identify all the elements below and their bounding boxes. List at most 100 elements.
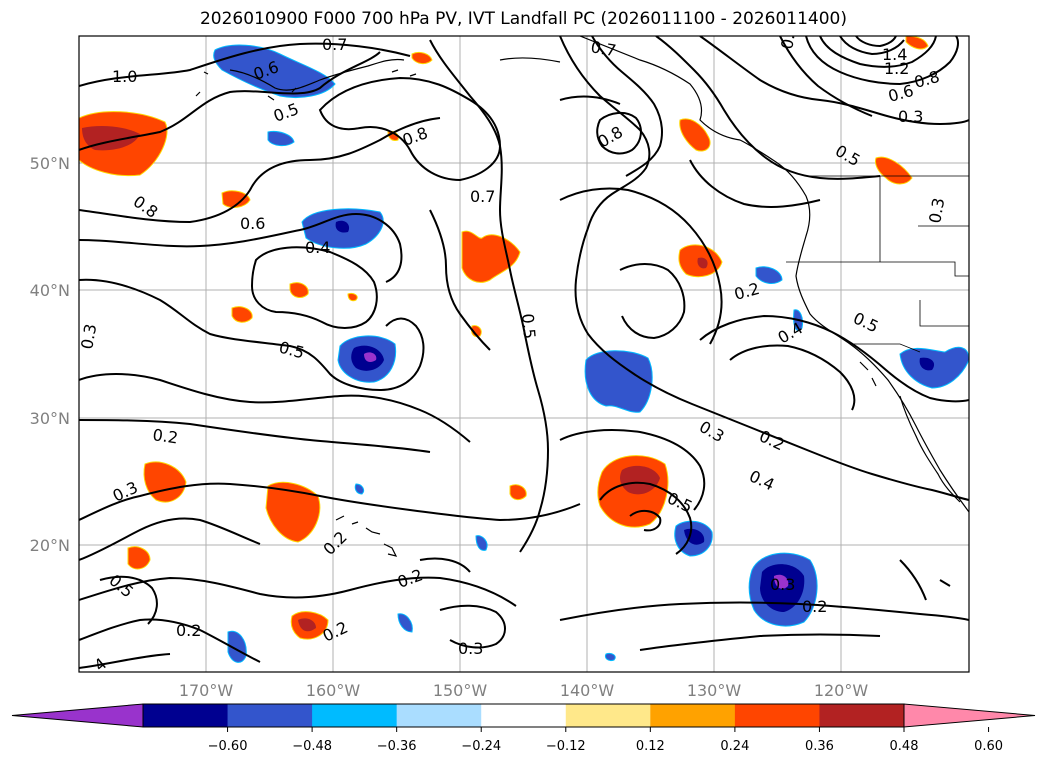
contour-label: 0.3 (110, 478, 141, 506)
colorbar-segment (143, 704, 229, 727)
gridlines (79, 36, 969, 672)
lat-tick-label: 30°N (30, 409, 70, 428)
contour-label: 0.2 (151, 425, 179, 447)
lon-tick-label: 160°W (306, 681, 361, 700)
anomaly-blob (684, 528, 705, 545)
contour-label: 0.4 (746, 466, 777, 494)
contour-label: 0.3 (777, 22, 800, 50)
colorbar-tick-label: −0.36 (377, 739, 417, 754)
contour-label: 1.2 (884, 59, 909, 78)
anomaly-blob (620, 465, 660, 495)
colorbar-segment (734, 704, 820, 727)
colorbar-segment (227, 704, 313, 727)
colorbar-frame (142, 703, 905, 728)
anomaly-blob (509, 484, 527, 501)
pv-negative-anomalies (213, 44, 969, 663)
contour-label: 0.8 (595, 122, 627, 151)
contour-label: 0.5 (271, 99, 301, 126)
anomaly-blob (461, 230, 521, 283)
latitude-labels: 50°N 40°N 30°N 20°N (30, 154, 70, 555)
contour-label: 0.3 (696, 417, 728, 446)
colorbar-segment (819, 704, 905, 727)
anomaly-blob (213, 44, 336, 98)
lon-tick-label: 140°W (560, 681, 615, 700)
lon-tick-label: 170°W (179, 681, 234, 700)
colorbar-extend-max (903, 703, 1036, 728)
anomaly-blob (919, 357, 935, 371)
anomaly-blob (755, 266, 783, 284)
anomaly-blob (265, 481, 321, 543)
anomaly-blob (298, 618, 316, 632)
contour-label: 0.6 (240, 214, 265, 233)
borders (786, 175, 969, 353)
anomaly-blob (289, 282, 309, 298)
anomaly-blob (364, 352, 377, 362)
contour-label: 0.5 (105, 571, 137, 602)
anomaly-blob (231, 306, 253, 323)
contour-label: 0.2 (802, 597, 827, 616)
anomaly-blob (411, 51, 433, 65)
coastlines (195, 36, 969, 513)
contour-label: 0.5 (277, 338, 307, 363)
hawaii-islands (335, 515, 398, 557)
contour-label: 1.0 (112, 67, 137, 86)
anomaly-blob (875, 156, 913, 185)
anomaly-blob (347, 293, 358, 302)
contour-label: 1.4 (882, 45, 907, 64)
contour-label: 0.5 (850, 308, 881, 336)
lat-tick-label: 40°N (30, 281, 70, 300)
pv-positive-anomalies (79, 36, 929, 640)
contour-label: 0.2 (319, 527, 350, 558)
colorbar-tick-label: −0.24 (461, 739, 501, 754)
contour-label: 0.7 (589, 37, 617, 60)
colorbar-tick-label: 0.12 (636, 739, 665, 754)
lon-tick-label: 120°W (814, 681, 869, 700)
anomaly-blob (899, 346, 969, 389)
anomaly-blob (335, 220, 350, 233)
anomaly-blob (774, 574, 789, 589)
contour-label: 0.7 (470, 187, 495, 206)
colorbar-tick-label: 0.24 (720, 739, 749, 754)
colorbar-segment (481, 704, 567, 727)
colorbar-segment (565, 704, 651, 727)
contour-label: 0.2 (395, 565, 425, 592)
anomaly-blob (127, 546, 151, 570)
contour-label: 0.3 (77, 322, 100, 350)
anomaly-blob (679, 118, 711, 152)
colorbar-segment (650, 704, 736, 727)
colorbar-tick-label: 0.36 (805, 739, 834, 754)
anomaly-blob (584, 350, 653, 413)
colorbar-segment (396, 704, 482, 727)
anomaly-blob (267, 131, 295, 147)
contour-label: 0.4 (305, 238, 330, 257)
map-area: 1.0 0.7 0.6 0.5 0.8 0.7 0.8 1.4 1.2 0.8 … (77, 22, 969, 672)
map-title: 2026010900 F000 700 hPa PV, IVT Landfall… (199, 9, 847, 29)
lat-tick-label: 50°N (30, 154, 70, 173)
anomaly-blob (227, 630, 247, 663)
anomaly-blob (605, 653, 616, 661)
colorbar-tick-label: −0.48 (292, 739, 332, 754)
contour-label: 0.2 (732, 279, 762, 304)
contour-label: 0.5 (518, 313, 539, 340)
anomaly-blob (905, 36, 929, 50)
contour-label: 0.3 (925, 196, 948, 224)
lat-tick-label: 20°N (30, 536, 70, 555)
anomaly-blob (475, 535, 488, 551)
colorbar: −0.60 −0.48 −0.36 −0.24 −0.12 0.12 0.24 0.36 0.4… (11, 703, 1036, 754)
contour-label: 0.3 (770, 575, 795, 594)
colorbar-segment (312, 704, 398, 727)
map-frame (78, 35, 970, 673)
contour-label: 0.3 (458, 639, 483, 658)
colorbar-tick-label: −0.60 (208, 739, 248, 754)
contour-label: 0.3 (898, 107, 923, 126)
colorbar-tick-label: 0.48 (890, 739, 919, 754)
contour-labels: 1.0 0.7 0.6 0.5 0.8 0.7 0.8 1.4 1.2 0.8 … (77, 22, 948, 672)
anomaly-blob (143, 461, 187, 503)
pv-contours (79, 36, 969, 669)
anomaly-blob (697, 257, 708, 269)
contour-label: 0.2 (176, 621, 201, 640)
contour-label: 0.8 (912, 67, 942, 92)
contour-label: 0.5 (832, 141, 864, 170)
contour-label: 0.7 (322, 35, 347, 54)
